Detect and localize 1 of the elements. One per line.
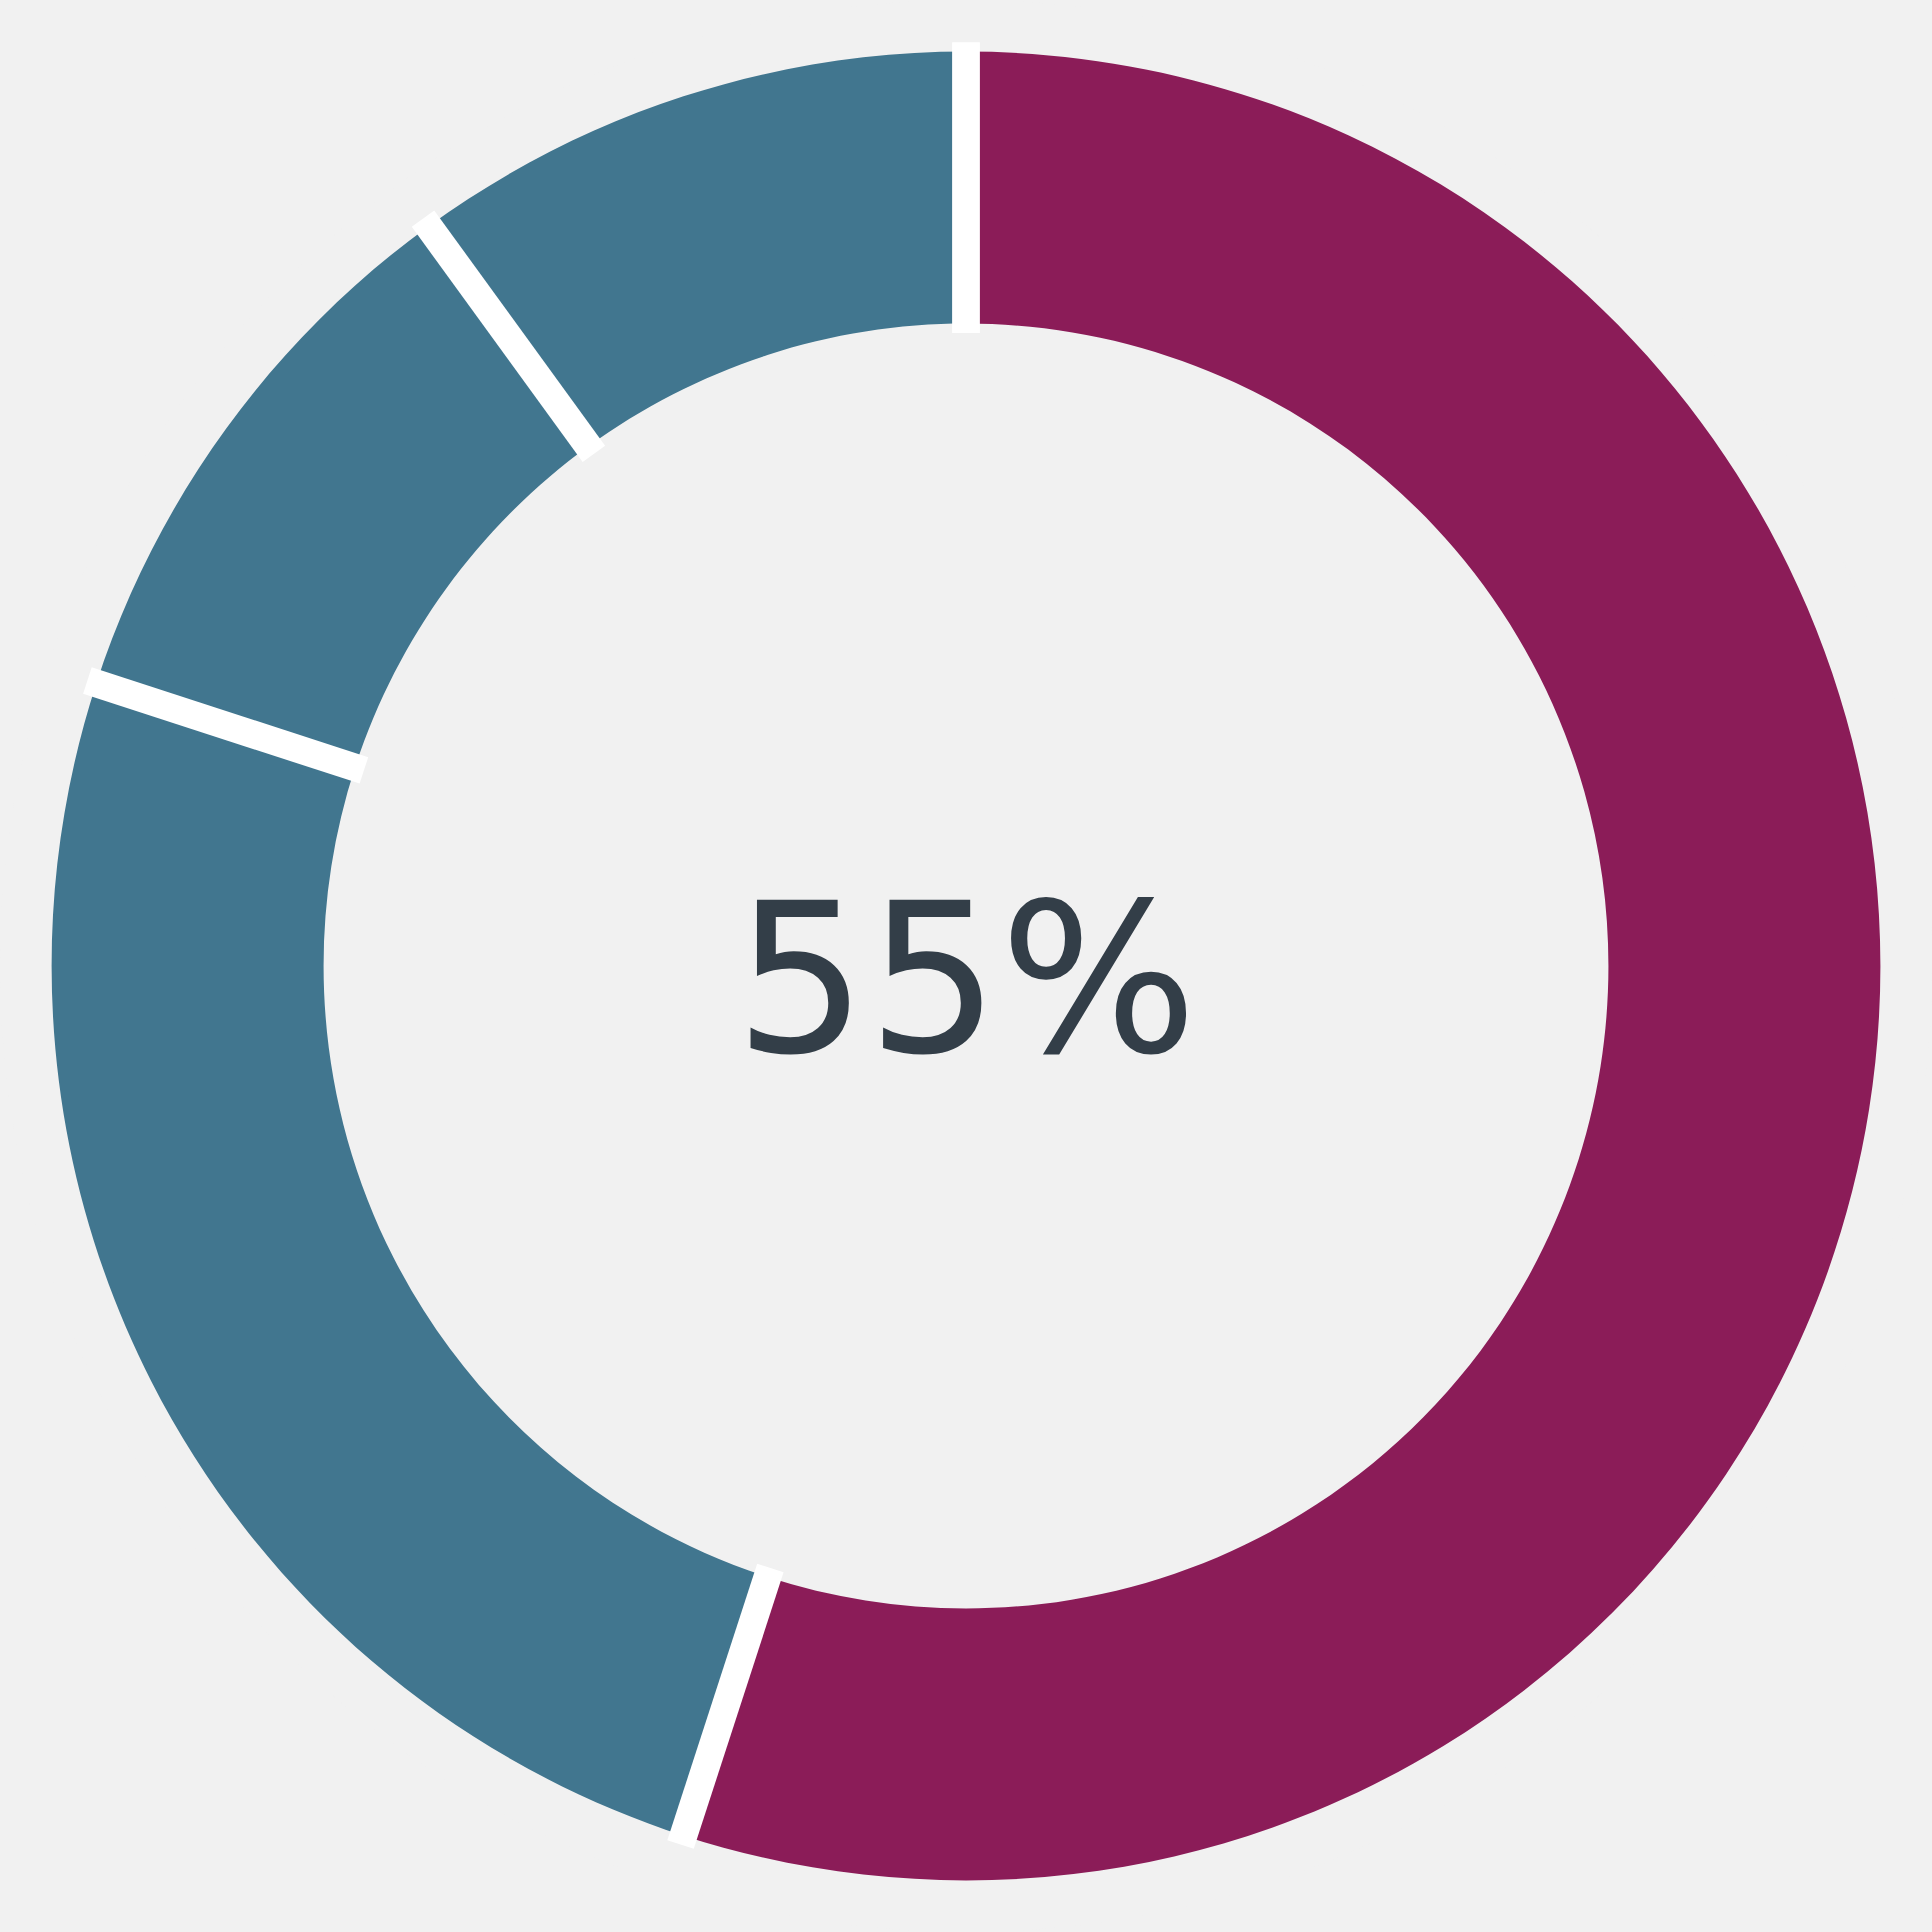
text: 55% xyxy=(750,897,1187,1055)
